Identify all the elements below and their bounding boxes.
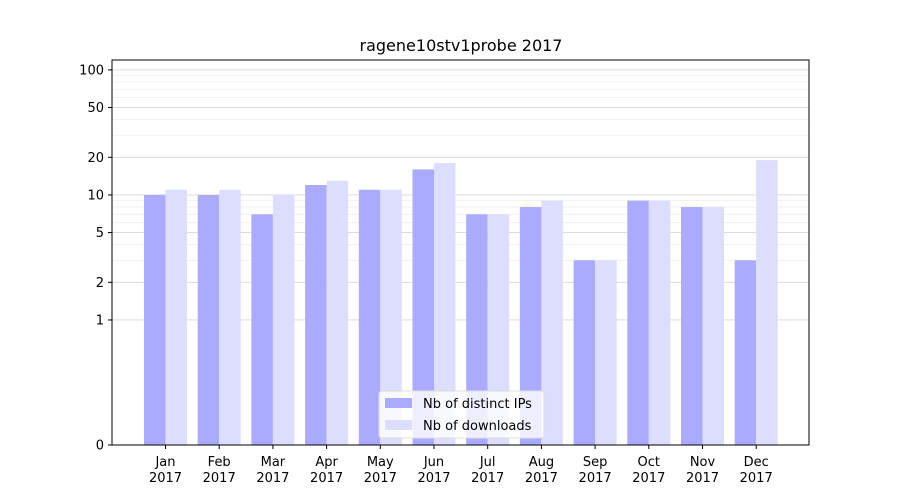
bar-downloads-7 [487,214,510,445]
x-tick-year: 2017 [740,471,773,486]
x-tick-month: May [367,455,394,470]
bar-distinct-ips-1 [144,194,166,445]
x-tick-label: Dec 2017 [740,455,773,486]
bar-downloads-11 [702,207,724,445]
x-tick-month: Dec [744,455,769,470]
bar-distinct-ips-7 [466,214,488,445]
legend: Nb of distinct IPs Nb of downloads [378,390,545,439]
bar-downloads-8 [541,200,563,445]
x-tick-label: Jun 2017 [417,455,450,486]
x-tick-label: Oct 2017 [632,455,665,486]
x-tick-month: Jan [154,455,175,470]
x-tick-label: Sep 2017 [579,455,612,486]
bar-downloads-3 [272,194,295,445]
legend-label-downloads: Nb of downloads [423,419,532,434]
bar-downloads-1 [165,189,187,445]
bar-distinct-ips-2 [197,194,220,445]
bar-distinct-ips-11 [681,207,703,445]
bar-distinct-ips-9 [573,260,596,445]
y-tick-label: 10 [87,188,104,203]
x-tick-year: 2017 [417,471,450,486]
legend-frame [378,390,545,439]
x-tick-year: 2017 [256,471,289,486]
legend-swatch-downloads [385,420,412,430]
x-tick-year: 2017 [686,471,719,486]
x-tick-month: Jun [423,455,444,470]
x-tick-month: Aug [529,455,554,470]
x-tick-label: Feb 2017 [203,455,236,486]
x-tick-year: 2017 [203,471,236,486]
x-tick-year: 2017 [364,471,397,486]
chart-title: ragene10stv1probe 2017 [360,36,563,55]
x-tick-year: 2017 [149,471,182,486]
x-tick-label: May 2017 [364,455,397,486]
x-tick-month: Mar [261,455,286,470]
x-tick-year: 2017 [310,471,343,486]
bar-downloads-2 [219,189,241,445]
x-tick-label: Apr 2017 [310,455,343,486]
x-tick-label: Mar 2017 [256,455,289,486]
x-tick-year: 2017 [471,471,504,486]
y-tick-label: 0 [96,439,104,454]
bar-distinct-ips-6 [412,169,434,445]
bar-distinct-ips-3 [251,214,273,445]
plot-frame [111,59,810,446]
x-tick-month: Oct [638,455,660,470]
x-tick-month: Feb [208,455,231,470]
bars [144,160,778,445]
bar-distinct-ips-4 [305,185,327,445]
x-tick-label: Aug 2017 [525,455,558,486]
bar-downloads-6 [434,163,456,445]
bar-downloads-5 [380,189,402,445]
x-tick-month: Apr [315,455,338,470]
legend-label-distinct-ips: Nb of distinct IPs [423,397,532,412]
bar-distinct-ips-12 [734,260,757,445]
x-tick-label: Jan 2017 [149,455,182,486]
legend-swatch-distinct-ips [385,398,412,408]
x-tick-month: Sep [583,455,608,470]
y-axis: 0 1 2 5 10 20 50 100 [79,63,112,454]
y-tick-label: 5 [96,226,104,241]
bar-downloads-12 [756,160,778,445]
bar-distinct-ips-5 [358,189,381,445]
y-tick-label: 2 [96,276,104,291]
x-tick-month: Jul [479,455,496,470]
x-tick-month: Nov [690,455,716,470]
x-tick-year: 2017 [632,471,665,486]
x-tick-label: Nov 2017 [686,455,719,486]
x-tick-year: 2017 [579,471,612,486]
x-tick-label: Jul 2017 [471,455,504,486]
x-tick-year: 2017 [525,471,558,486]
y-tick-label: 20 [87,151,104,166]
y-tick-label: 1 [96,313,104,328]
bar-distinct-ips-10 [627,200,649,445]
bar-distinct-ips-8 [519,207,542,445]
y-tick-label: 50 [87,101,104,116]
bar-downloads-10 [648,200,671,445]
y-tick-label: 100 [79,63,104,78]
bar-downloads-4 [326,180,349,445]
bar-downloads-9 [595,260,617,445]
